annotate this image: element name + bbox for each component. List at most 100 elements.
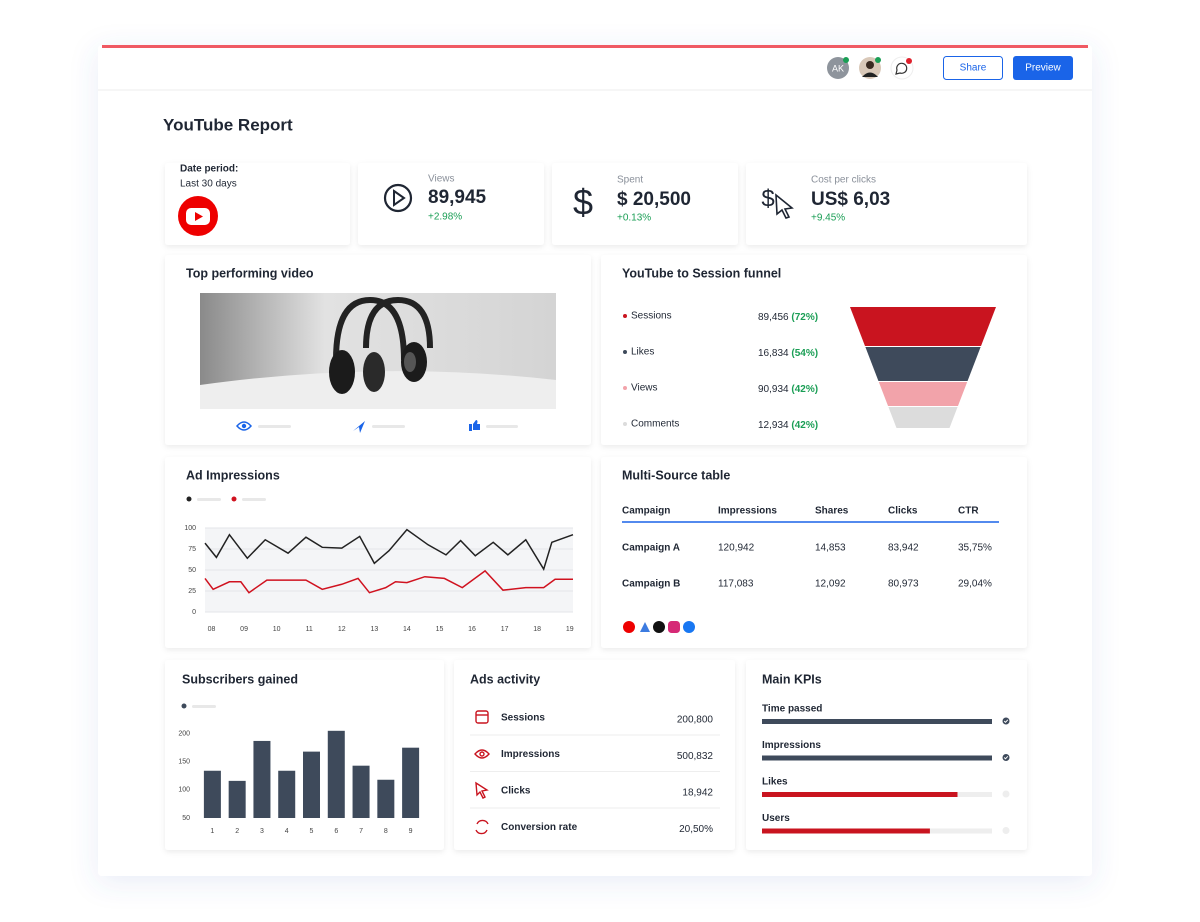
value: 90,934	[758, 384, 789, 395]
card-title: Multi-Source table	[622, 468, 730, 482]
instagram-icon	[668, 621, 680, 633]
bar	[303, 751, 320, 818]
funnel-segment	[865, 347, 981, 381]
y-tick-label: 0	[192, 609, 196, 616]
table-cell: 35,75%	[958, 543, 992, 554]
activity-label: Impressions	[501, 749, 560, 760]
ear-cup-detail	[404, 352, 416, 372]
avatar-initials: AK	[832, 63, 844, 73]
kpi-change: +2.98%	[428, 212, 462, 223]
percent: (72%)	[791, 312, 818, 323]
card	[358, 163, 544, 245]
x-tick-label: 9	[409, 828, 413, 835]
percent: (42%)	[791, 420, 818, 431]
x-tick-label: 10	[273, 626, 281, 633]
share-button[interactable]	[943, 56, 1003, 80]
x-tick-label: 3	[260, 828, 264, 835]
x-tick-label: 6	[334, 828, 338, 835]
check	[1003, 755, 1009, 760]
funnel-label: Likes	[631, 347, 654, 358]
value: 12,934	[758, 420, 789, 431]
chat-icon	[895, 62, 908, 75]
funnel-value: 89,456 (72%)	[758, 312, 818, 323]
table-cell: 80,973	[888, 579, 919, 590]
placeholder	[258, 425, 291, 428]
status-icon	[1002, 827, 1010, 834]
bar	[228, 780, 246, 818]
card	[746, 163, 1027, 245]
activity-icons	[474, 710, 490, 835]
eye-icon	[236, 421, 252, 431]
activity-value: 500,832	[677, 751, 714, 762]
table-cell: Campaign B	[622, 579, 680, 590]
x-tick-label: 4	[285, 828, 289, 835]
x-tick-label: 19	[566, 626, 574, 633]
date-value: Last 30 days	[180, 179, 237, 190]
line	[204, 528, 574, 571]
preview-button[interactable]	[1013, 56, 1073, 80]
card	[601, 457, 1027, 648]
activity-value: 20,50%	[679, 824, 713, 835]
card-title: YouTube to Session funnel	[622, 266, 781, 280]
y-tick-label: 25	[188, 588, 196, 595]
funnel-label: Views	[631, 383, 658, 394]
percent: (42%)	[791, 384, 818, 395]
table-cell: 12,092	[815, 579, 846, 590]
progress-bar	[762, 792, 958, 797]
views-icon-play	[393, 189, 406, 207]
placeholder	[486, 425, 518, 428]
kpi-label: Cost per clicks	[811, 175, 876, 186]
legend-dot	[623, 386, 627, 390]
percent: (54%)	[791, 348, 818, 359]
kpi-change: +9.45%	[811, 213, 845, 224]
x-tick-label: 2	[235, 828, 239, 835]
card-title: Top performing video	[186, 266, 314, 280]
x-tick-label: 7	[359, 828, 363, 835]
funnel-value: 90,934 (42%)	[758, 384, 818, 395]
bar	[352, 765, 370, 818]
ads-icon	[640, 622, 650, 632]
card-title: Ads activity	[470, 672, 540, 686]
avatar[interactable]	[827, 57, 849, 79]
card-title: Main KPIs	[762, 672, 822, 686]
x-tick-label: 8	[384, 828, 388, 835]
table-header: Shares	[815, 506, 849, 517]
preview-label: Preview	[1025, 63, 1061, 74]
activity-label: Clicks	[501, 786, 531, 797]
value: 16,834	[758, 348, 789, 359]
status-icon	[1002, 717, 1010, 725]
x-tick-label: 5	[310, 828, 314, 835]
kpi-label: Likes	[762, 777, 788, 788]
spent-icon: $	[573, 182, 593, 223]
legend-dot	[623, 350, 627, 354]
kpi-label: Impressions	[762, 740, 821, 751]
avatar-body	[862, 72, 878, 77]
x-tick-label: 09	[240, 626, 248, 633]
ear-cup	[363, 352, 385, 392]
legend-placeholder	[192, 705, 216, 708]
x-tick-label: 11	[306, 626, 313, 633]
y-tick-label: 50	[188, 567, 196, 574]
status-icon	[1002, 790, 1010, 798]
value: 89,456	[758, 312, 789, 323]
facebook-icon	[683, 621, 695, 633]
eye-pupil	[241, 423, 247, 429]
y-tick-label: 100	[178, 787, 190, 794]
kpi-value: US$ 6,03	[811, 189, 890, 210]
funnel-label: Sessions	[631, 311, 672, 322]
table-header: Clicks	[888, 506, 918, 517]
funnel-label: Comments	[631, 419, 679, 430]
share-icon	[353, 421, 365, 433]
funnel-value: 16,834 (54%)	[758, 348, 818, 359]
bar	[327, 730, 345, 818]
progress-bar	[762, 828, 930, 834]
funnel-segment	[878, 382, 968, 406]
activity-label: Conversion rate	[501, 822, 578, 833]
like-icon	[469, 420, 480, 431]
bar	[402, 747, 420, 818]
x-tick-label: 17	[501, 626, 509, 633]
table-cell: 29,04%	[958, 579, 992, 590]
x-tick-label: 16	[468, 626, 476, 633]
status-dot	[843, 57, 849, 63]
table-cell: Campaign A	[622, 543, 680, 554]
